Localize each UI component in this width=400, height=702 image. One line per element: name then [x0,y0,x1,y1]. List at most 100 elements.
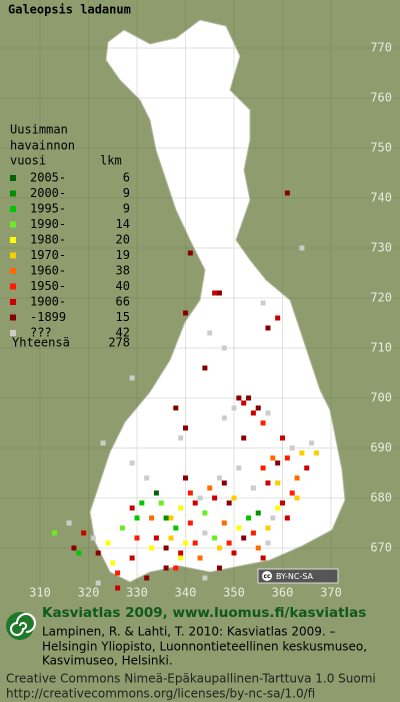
legend-total: 278 [108,336,130,350]
observation-square [309,440,315,446]
observation-square [270,515,276,521]
observation-square [119,525,125,531]
observation-square [216,545,222,551]
observation-square [294,495,300,501]
observation-square [246,515,252,521]
observation-square [178,505,184,511]
legend-count: 6 [123,171,130,185]
observation-square [313,450,319,456]
observation-square [212,495,218,501]
citation-line: Lampinen, R. & Lahti, T. 2010: Kasviatla… [42,625,336,639]
observation-square [163,545,169,551]
observation-square [163,515,169,521]
observation-square [158,500,164,506]
observation-square [187,490,193,496]
y-tick-label: 670 [370,541,392,555]
observation-square [183,310,188,316]
logo [6,612,36,640]
observation-square [221,345,227,351]
observation-square [255,510,261,516]
observation-square [149,515,155,521]
legend-swatch [10,330,16,336]
license-badge: cc BY-NC-SA [257,568,339,584]
observation-square [231,550,237,556]
observation-square [187,250,193,256]
legend-swatch [10,221,16,228]
legend-heading: Uusimman [10,123,68,137]
legend-swatch [10,314,16,321]
citation-line: Kasvimuseo, Helsinki. [42,654,173,668]
legend-swatch [10,206,16,212]
observation-square [241,400,247,406]
badge-box [257,568,339,584]
observation-square [197,495,203,501]
legend-label: 1995- [30,202,66,216]
observation-square [280,435,285,441]
observation-square [246,395,252,401]
legend-count: 14 [116,217,130,231]
observation-square [52,530,58,536]
legend-count: 20 [116,233,130,247]
legend-count: 38 [116,264,130,278]
observation-square [95,580,101,586]
legend-count: 9 [123,202,130,216]
observation-square [265,540,271,546]
observation-square [183,425,188,431]
observation-square [202,530,208,536]
legend-label: 1980- [30,233,66,247]
observation-square [294,475,300,481]
license-line: http://creativecommons.org/licenses/by-n… [6,687,315,701]
observation-square [163,565,169,571]
legend-label: 2005- [30,171,66,185]
observation-square [299,450,305,456]
observation-square [216,290,222,296]
observation-square [144,575,150,581]
y-tick-label: 740 [370,191,392,205]
observation-square [236,525,242,531]
x-tick-label: 310 [29,586,51,600]
observation-square [192,540,198,546]
observation-square [289,490,295,496]
citation-line: Helsingin Yliopisto, Luonnontieteellinen… [42,640,367,654]
observation-square [207,485,213,491]
observation-square [304,465,310,471]
observation-square [202,510,208,516]
species-title: Galeopsis ladanum [8,3,131,17]
cc-logo: cc [263,573,271,580]
observation-square [231,405,237,411]
observation-square [255,545,261,551]
observation-square [100,440,106,446]
legend-swatch [10,299,16,305]
observation-square [129,375,135,381]
observation-square [95,550,101,556]
observation-square [212,290,218,296]
legend-heading: havainnon [10,139,75,153]
x-tick-label: 370 [320,586,342,600]
observation-square [284,190,290,196]
y-tick-label: 720 [370,291,392,305]
observation-square [236,395,242,401]
observation-square [178,550,184,556]
legend-count: 42 [116,326,130,340]
y-tick-label: 730 [370,241,392,255]
observation-square [280,500,285,506]
observation-square [110,560,116,566]
legend-swatch [10,190,16,197]
observation-square [275,315,281,321]
observation-square [284,515,290,521]
observation-square [231,495,237,501]
observation-square [187,520,193,526]
observation-square [289,445,295,451]
observation-square [275,460,281,466]
observation-square [105,540,111,546]
observation-square [139,500,145,506]
legend-count-heading: lkm [100,154,122,168]
x-tick-label: 330 [126,586,148,600]
observation-square [202,575,208,581]
y-tick-label: 710 [370,341,392,355]
observation-square [115,585,121,591]
cc-circle [262,571,272,581]
grid [0,0,400,585]
y-tick-label: 770 [370,41,392,55]
